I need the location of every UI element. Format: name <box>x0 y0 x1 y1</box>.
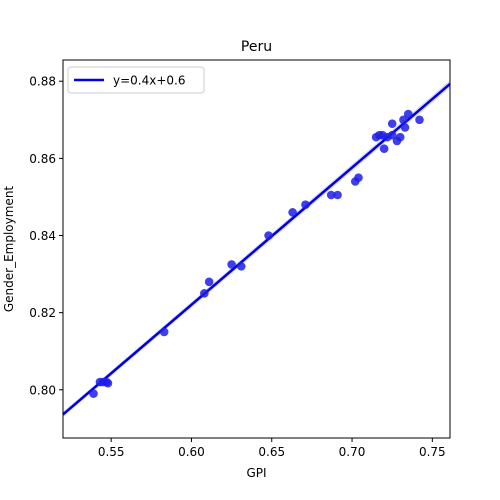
x-tick-label: 0.55 <box>98 445 125 459</box>
y-axis: 0.80 0.82 0.84 0.86 0.88 <box>29 75 63 397</box>
legend: y=0.4x+0.6 <box>67 66 205 94</box>
y-tick-label: 0.86 <box>29 152 56 166</box>
data-point <box>379 144 389 154</box>
y-tick-label: 0.88 <box>29 75 56 89</box>
x-axis-label: GPI <box>246 466 266 480</box>
data-point <box>326 190 336 200</box>
chart-title: Peru <box>241 39 272 55</box>
data-point <box>159 327 169 337</box>
x-tick-label: 0.65 <box>258 445 285 459</box>
y-axis-label: Gender_Employment <box>2 186 16 313</box>
data-point <box>89 389 98 398</box>
data-point <box>301 200 310 209</box>
data-point <box>227 260 236 269</box>
scatter-points <box>89 109 424 398</box>
data-point <box>204 277 214 287</box>
data-point <box>395 132 405 142</box>
data-point <box>288 208 297 217</box>
data-point <box>103 378 113 388</box>
data-point <box>200 289 209 298</box>
data-point <box>399 115 408 125</box>
data-point <box>415 115 424 125</box>
data-point <box>387 119 397 128</box>
y-tick-label: 0.84 <box>29 229 56 243</box>
x-axis: 0.55 0.60 0.65 0.70 0.75 <box>98 438 446 459</box>
data-point <box>387 130 397 140</box>
y-tick-label: 0.82 <box>29 306 56 320</box>
data-point <box>236 262 246 271</box>
data-point <box>354 173 363 182</box>
plot-frame <box>62 59 451 439</box>
x-tick-label: 0.70 <box>339 445 366 459</box>
legend-label: y=0.4x+0.6 <box>113 74 185 88</box>
x-tick-label: 0.60 <box>178 445 205 459</box>
x-tick-label: 0.75 <box>419 445 446 459</box>
legend-box <box>67 66 205 94</box>
data-point <box>403 109 413 119</box>
data-point <box>333 190 342 200</box>
y-tick-label: 0.80 <box>29 383 56 397</box>
data-point <box>400 123 410 132</box>
data-point <box>264 231 273 240</box>
